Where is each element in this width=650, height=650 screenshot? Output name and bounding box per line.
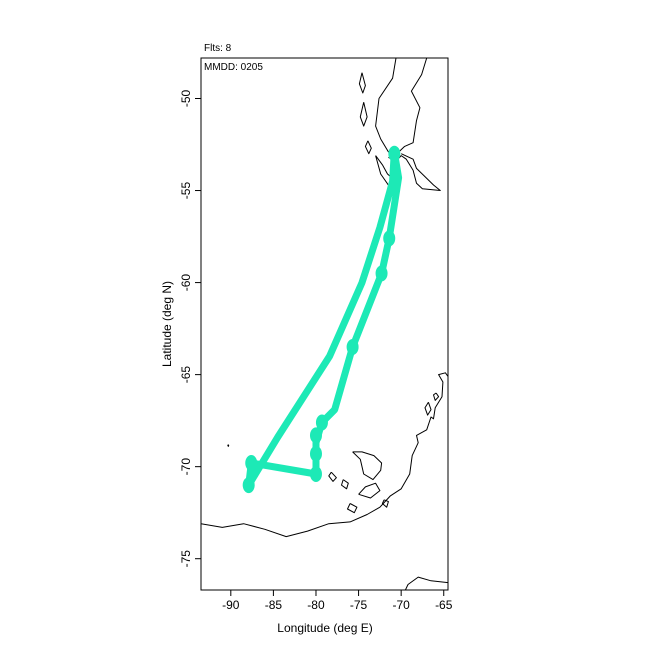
coastline <box>358 72 366 94</box>
x-tick-label: -80 <box>307 598 325 612</box>
x-tick-label: -75 <box>350 598 368 612</box>
coastline <box>381 499 389 508</box>
x-axis-label: Longitude (deg E) <box>277 621 372 635</box>
coastline <box>388 153 441 191</box>
coastline <box>359 102 368 127</box>
coastline <box>352 451 383 481</box>
track-marker <box>315 414 328 431</box>
coastline-layer <box>201 58 448 590</box>
y-tick-label: -65 <box>179 366 193 384</box>
track-marker <box>309 427 322 444</box>
flight-track-layer <box>242 145 403 494</box>
coastline <box>364 140 372 155</box>
track-marker <box>242 477 255 494</box>
coastline <box>424 401 432 416</box>
coastline <box>358 482 381 499</box>
track-marker <box>309 445 322 462</box>
coastline <box>433 392 440 401</box>
date-label: MMDD: 0205 <box>204 62 263 73</box>
y-tick-label: -50 <box>179 90 193 108</box>
track-marker <box>245 454 258 471</box>
flights-label: Flts: 8 <box>204 43 232 54</box>
x-tick-label: -70 <box>392 598 410 612</box>
coastline <box>347 503 358 514</box>
y-axis-label: Latitude (deg N) <box>160 281 174 367</box>
x-tick-label: -85 <box>265 598 283 612</box>
x-tick-label: -65 <box>435 598 453 612</box>
coastline <box>201 372 448 538</box>
coastline <box>328 471 337 482</box>
track-marker <box>388 145 401 162</box>
track-marker <box>383 230 396 247</box>
track-marker <box>346 339 359 356</box>
track-marker <box>375 265 388 282</box>
coastline <box>341 479 349 490</box>
coastline <box>404 576 448 590</box>
coastline <box>375 58 428 155</box>
flight-track <box>245 148 403 489</box>
y-tick-label: -60 <box>179 274 193 292</box>
track-marker <box>309 466 322 483</box>
plot-frame <box>200 57 449 591</box>
y-tick-label: -55 <box>179 182 193 200</box>
y-tick-label: -75 <box>179 550 193 568</box>
axis-layer: -90 -85 -80 -75 -70 -65 -50 -55 -60 -65 -70 -75 <box>179 90 453 612</box>
x-tick-label: -90 <box>222 598 240 612</box>
coastline <box>227 444 230 447</box>
y-tick-label: -70 <box>179 458 193 476</box>
